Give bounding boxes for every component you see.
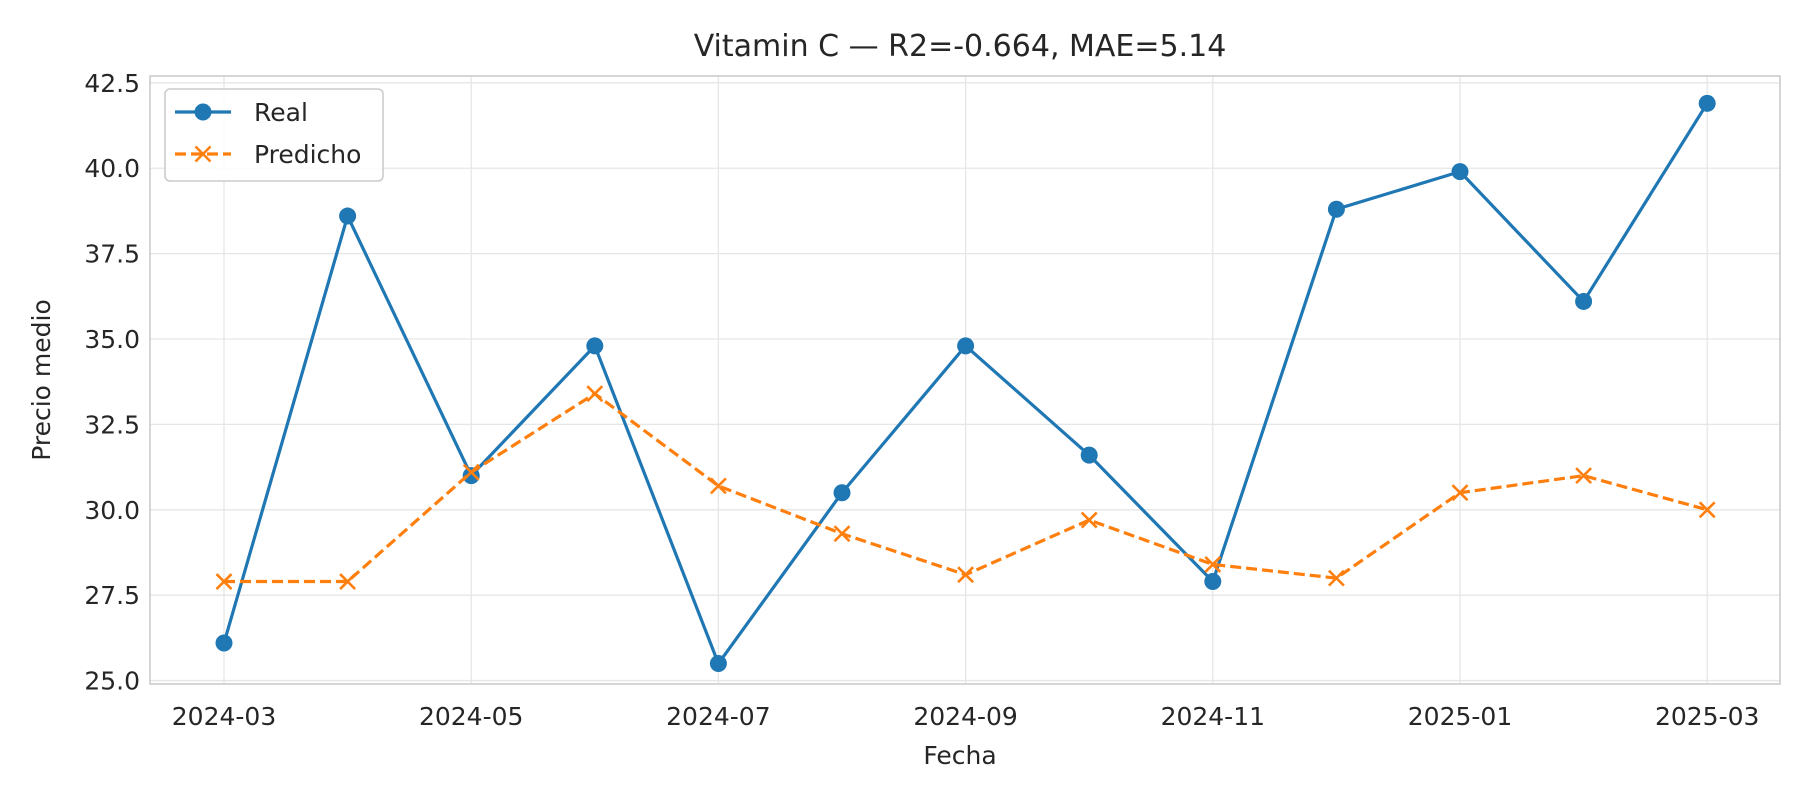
y-tick-label: 32.5 — [84, 410, 140, 439]
x-axis-ticks: 2024-03 2024-05 2024-07 2024-09 2024-11 2025-… — [172, 702, 1760, 731]
legend: Real Predicho — [164, 88, 384, 182]
plot-frame — [149, 75, 1781, 685]
y-tick-label: 25.0 — [84, 667, 140, 696]
y-axis-label: Precio medio — [27, 299, 56, 461]
data-point-real — [339, 207, 357, 225]
data-point-predicho — [215, 573, 233, 590]
data-point-predicho — [957, 566, 975, 584]
y-tick-label: 35.0 — [84, 325, 140, 354]
x-tick-label: 2024-09 — [913, 702, 1017, 731]
series — [215, 94, 1716, 673]
data-point-real — [586, 337, 604, 355]
x-tick-label: 2024-05 — [419, 702, 523, 731]
data-point-real — [1698, 94, 1716, 112]
legend-marker-real — [194, 103, 212, 121]
data-point-predicho — [339, 573, 357, 590]
data-point-predicho — [1575, 467, 1593, 485]
data-point-predicho — [709, 477, 727, 495]
x-tick-label: 2025-03 — [1655, 702, 1759, 731]
data-point-predicho — [1204, 556, 1222, 573]
data-point-predicho — [462, 463, 480, 481]
y-tick-label: 42.5 — [84, 69, 140, 98]
x-tick-label: 2024-11 — [1161, 702, 1265, 731]
data-point-real — [709, 655, 727, 673]
legend-label-real: Real — [254, 98, 308, 127]
x-axis-label: Fecha — [923, 741, 996, 770]
data-point-real — [1451, 163, 1469, 181]
data-point-predicho — [1451, 484, 1469, 502]
data-point-predicho — [1080, 511, 1098, 529]
data-point-real — [1575, 292, 1593, 310]
data-point-real — [957, 337, 975, 355]
data-point-predicho — [833, 525, 851, 543]
x-tick-label: 2025-01 — [1408, 702, 1512, 731]
data-point-predicho — [1327, 569, 1345, 587]
data-point-real — [833, 484, 851, 502]
grid — [150, 76, 1780, 684]
y-tick-label: 30.0 — [84, 496, 140, 525]
x-tick-label: 2024-03 — [172, 702, 276, 731]
y-tick-label: 40.0 — [84, 154, 140, 183]
legend-label-predicho: Predicho — [254, 140, 361, 169]
data-point-real — [215, 634, 233, 652]
y-tick-label: 27.5 — [84, 581, 140, 610]
data-point-predicho — [1698, 501, 1716, 519]
y-axis-ticks: 25.0 27.5 30.0 32.5 35.0 37.5 40.0 42.5 — [84, 69, 140, 696]
data-point-real — [1204, 573, 1222, 591]
data-point-predicho — [586, 385, 604, 403]
y-tick-label: 37.5 — [84, 240, 140, 269]
data-point-real — [1327, 200, 1345, 218]
x-tick-label: 2024-07 — [666, 702, 770, 731]
legend-marker-predicho — [194, 145, 212, 163]
data-point-real — [1080, 446, 1098, 464]
chart-title: Vitamin C — R2=-0.664, MAE=5.14 — [694, 29, 1227, 64]
